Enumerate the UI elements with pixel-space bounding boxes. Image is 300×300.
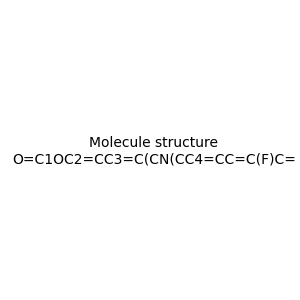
Text: Molecule structure
O=C1OC2=CC3=C(CN(CC4=CC=C(F)C=: Molecule structure O=C1OC2=CC3=C(CN(CC4=… <box>12 136 296 166</box>
